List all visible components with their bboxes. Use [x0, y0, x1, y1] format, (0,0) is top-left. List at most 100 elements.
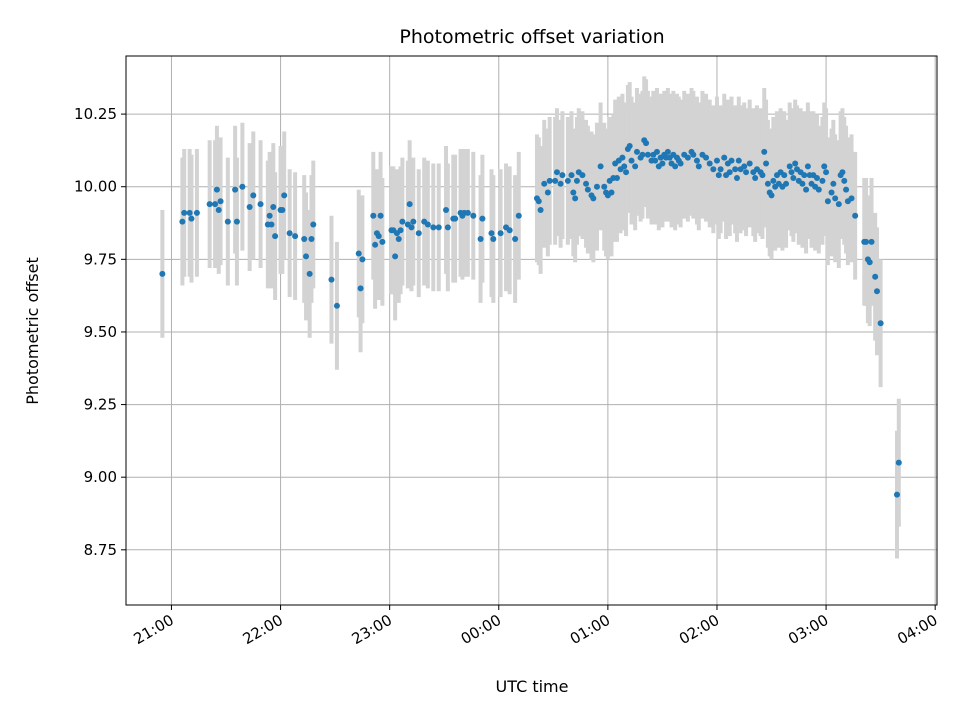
data-point — [601, 183, 608, 190]
data-point — [608, 189, 615, 196]
data-point — [632, 163, 639, 170]
data-point — [799, 180, 806, 187]
data-point — [375, 233, 382, 240]
data-point — [497, 230, 504, 237]
data-point — [506, 227, 513, 234]
data-point — [464, 209, 471, 216]
data-point — [443, 206, 450, 213]
data-point — [159, 270, 166, 277]
data-point — [477, 236, 484, 242]
data-point — [370, 212, 377, 219]
data-point — [430, 224, 437, 231]
data-point — [212, 201, 219, 208]
data-point — [424, 221, 431, 228]
data-point — [843, 186, 850, 193]
data-point — [813, 175, 820, 181]
data-point — [279, 206, 286, 213]
data-point — [479, 215, 486, 222]
data-points — [159, 137, 902, 498]
data-point — [213, 186, 220, 193]
data-point — [328, 276, 335, 283]
data-point — [515, 212, 522, 219]
data-point — [377, 212, 384, 219]
y-axis-title: Photometric offset — [23, 257, 42, 405]
data-point — [715, 172, 722, 179]
y-tick-label: 9.00 — [84, 468, 117, 486]
data-point — [823, 169, 830, 176]
data-point — [444, 224, 451, 231]
data-point — [215, 206, 222, 213]
data-point — [308, 236, 315, 242]
data-point — [186, 209, 193, 216]
data-point — [597, 163, 604, 170]
data-point — [643, 140, 650, 147]
data-point — [179, 218, 186, 225]
data-point — [690, 151, 697, 158]
data-point — [246, 204, 253, 211]
data-point — [752, 175, 759, 181]
data-point — [633, 148, 640, 155]
y-tick-label: 10.25 — [74, 105, 117, 123]
data-point — [743, 169, 750, 176]
data-point — [893, 491, 900, 498]
data-point — [333, 302, 340, 309]
data-point — [272, 233, 279, 240]
data-point — [728, 157, 735, 164]
data-point — [583, 180, 590, 187]
data-point — [726, 169, 733, 176]
data-point — [839, 169, 846, 176]
y-tick-label: 8.75 — [84, 541, 117, 559]
data-point — [372, 241, 379, 248]
data-point — [399, 218, 406, 225]
data-point — [717, 166, 724, 173]
data-point — [710, 166, 717, 173]
data-point — [379, 238, 386, 245]
data-point — [573, 177, 580, 184]
data-point — [397, 227, 404, 234]
data-point — [781, 172, 788, 179]
data-point — [733, 175, 740, 181]
data-point — [546, 177, 553, 184]
data-point — [821, 163, 828, 170]
data-point — [619, 154, 626, 161]
y-tick-label: 9.25 — [84, 396, 117, 414]
plot-frame — [125, 55, 938, 606]
data-point — [693, 157, 700, 164]
y-tick-label: 9.50 — [84, 323, 117, 341]
data-point — [832, 195, 839, 202]
data-point — [408, 224, 415, 231]
data-point — [181, 209, 188, 216]
data-point — [579, 172, 586, 179]
data-point — [803, 186, 810, 193]
data-point — [639, 151, 646, 158]
data-point — [593, 183, 600, 190]
data-point — [310, 221, 317, 228]
data-point — [232, 186, 239, 193]
data-point — [786, 163, 793, 170]
data-point — [452, 215, 459, 222]
data-point — [535, 198, 542, 205]
data-point — [759, 172, 766, 179]
data-point — [303, 253, 310, 260]
data-point — [677, 160, 684, 167]
data-point — [695, 163, 702, 170]
data-point — [544, 189, 551, 196]
data-point — [206, 201, 213, 208]
data-point — [783, 180, 790, 187]
data-point — [410, 218, 417, 225]
data-point — [895, 459, 902, 466]
data-point — [406, 201, 413, 208]
data-point — [841, 177, 848, 184]
data-point — [306, 270, 313, 277]
data-point — [613, 175, 620, 181]
data-point — [801, 172, 808, 179]
data-point — [193, 209, 200, 216]
data-point — [572, 195, 579, 202]
data-point — [239, 183, 246, 190]
data-point — [644, 151, 651, 158]
data-point — [233, 218, 240, 225]
data-point — [557, 180, 564, 187]
data-point — [873, 288, 880, 295]
data-point — [217, 198, 224, 205]
data-point — [281, 192, 288, 199]
